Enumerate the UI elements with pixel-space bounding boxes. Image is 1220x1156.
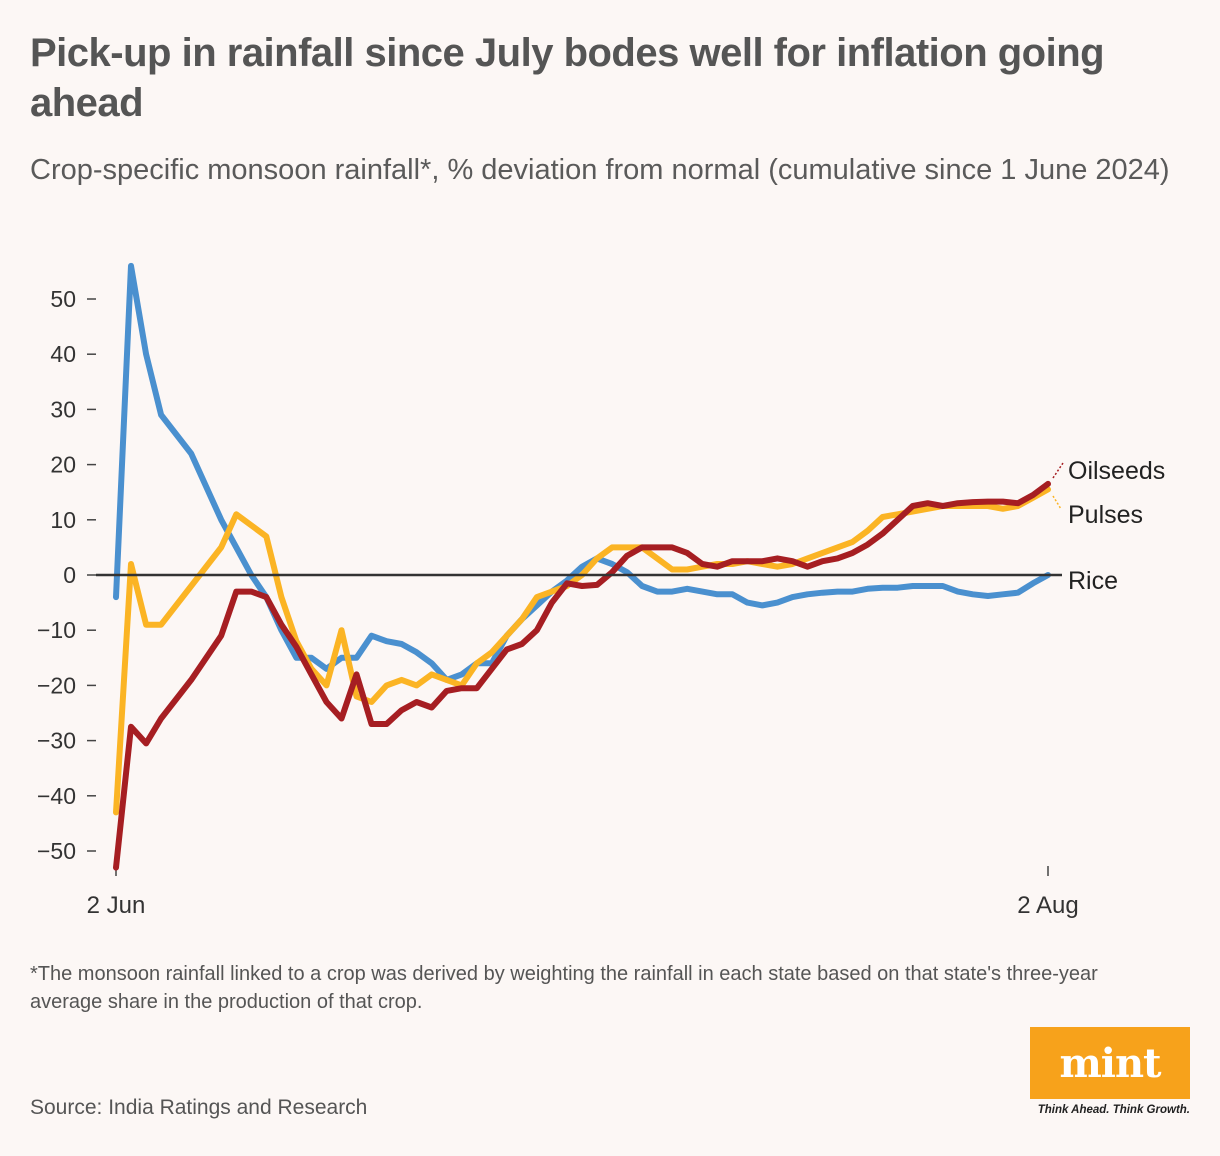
series-line-rice [113,262,1051,683]
footnote: *The monsoon rainfall linked to a crop w… [30,963,1098,1013]
series-line-oilseeds [113,480,1051,871]
source-note: Source: India Ratings and Research [30,1096,368,1119]
y-axis: 50 40 30 20 10 0 −10 −20 −30 −40 −50 [37,286,96,864]
y-tick-label: 40 [50,341,76,367]
y-tick-label: 10 [50,507,76,533]
y-tick-label: −10 [37,617,76,643]
y-tick-label: −20 [37,672,76,698]
series-labels: Oilseeds Pulses Rice [1052,457,1165,595]
y-tick-label: −50 [37,838,76,864]
y-tick-label: 50 [50,286,76,312]
chart-title: Pick-up in rainfall since July bodes wel… [30,31,1105,125]
series-line-pulses [113,486,1051,816]
x-axis: 2 Jun 2 Aug [87,866,1079,919]
x-tick-label: 2 Aug [1017,892,1078,919]
mint-logo: mint [1030,1027,1190,1099]
logo-text: mint [1059,1039,1161,1087]
y-tick-label: −30 [37,728,76,754]
series-label-rice: Rice [1068,567,1118,595]
y-tick-label: 0 [63,562,76,588]
logo-tagline: Think Ahead. Think Growth. [1037,1104,1190,1116]
series-label-pulses: Pulses [1068,501,1143,529]
chart-subtitle: Crop-specific monsoon rainfall*, % devia… [30,154,1170,186]
y-tick-label: −40 [37,783,76,809]
series-layer [113,262,1051,871]
label-leader-oilseeds [1052,462,1064,479]
line-chart: 50 40 30 20 10 0 −10 −20 −30 −40 −50 2 Jun 2 Aug Oi… [37,262,1165,919]
y-tick-label: 30 [50,396,76,422]
label-leader-pulses [1052,495,1062,510]
y-tick-label: 20 [50,452,76,478]
series-label-oilseeds: Oilseeds [1068,457,1165,485]
x-tick-label: 2 Jun [87,892,146,919]
